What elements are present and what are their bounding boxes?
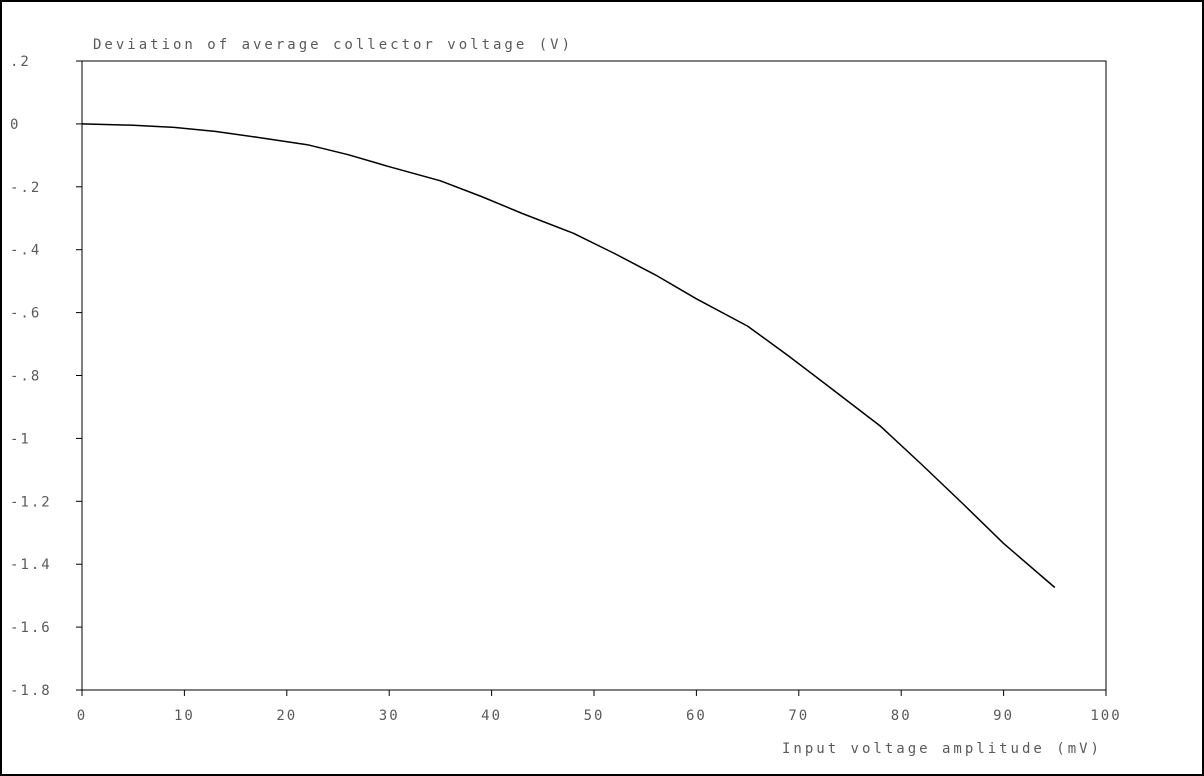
x-axis-label: Input voltage amplitude (mV) — [782, 741, 1102, 757]
y-tick-label: .2 — [10, 54, 31, 70]
x-tick-label: 50 — [584, 708, 605, 724]
x-tick-label: 30 — [379, 708, 400, 724]
x-tick-label: 70 — [788, 708, 809, 724]
y-tick-label: -1.8 — [10, 683, 52, 699]
plot-area — [81, 60, 1107, 691]
x-tick-label: 80 — [891, 708, 912, 724]
y-tick-label: -.6 — [10, 306, 41, 322]
x-tick-label: 20 — [276, 708, 297, 724]
y-axis-label: Deviation of average collector voltage (… — [93, 37, 573, 53]
y-tick-label: -.4 — [10, 243, 41, 259]
y-tick-label: 0 — [10, 117, 20, 133]
y-tick-label: -1.4 — [10, 557, 52, 573]
y-tick-label: -1.6 — [10, 620, 52, 636]
x-tick-label: 90 — [993, 708, 1014, 724]
x-tick-label: 100 — [1090, 708, 1121, 724]
y-tick-label: -1.2 — [10, 494, 52, 510]
x-tick-label: 40 — [481, 708, 502, 724]
series-line-0 — [81, 123, 1056, 589]
y-tick-label: -.2 — [10, 180, 41, 196]
y-axis-ticks: .2 0 -.2 -.4 -.6 -.8 -1 -1.2 -1.4 -1.6 -1.8 — [10, 54, 82, 699]
series-layer — [81, 123, 1056, 589]
x-axis-ticks: 0 10 20 30 40 50 60 70 80 90 100 — [77, 690, 1121, 724]
x-tick-label: 0 — [77, 708, 87, 724]
x-tick-label: 10 — [174, 708, 195, 724]
y-tick-label: -1 — [10, 431, 31, 447]
x-tick-label: 60 — [686, 708, 707, 724]
y-tick-label: -.8 — [10, 369, 41, 385]
